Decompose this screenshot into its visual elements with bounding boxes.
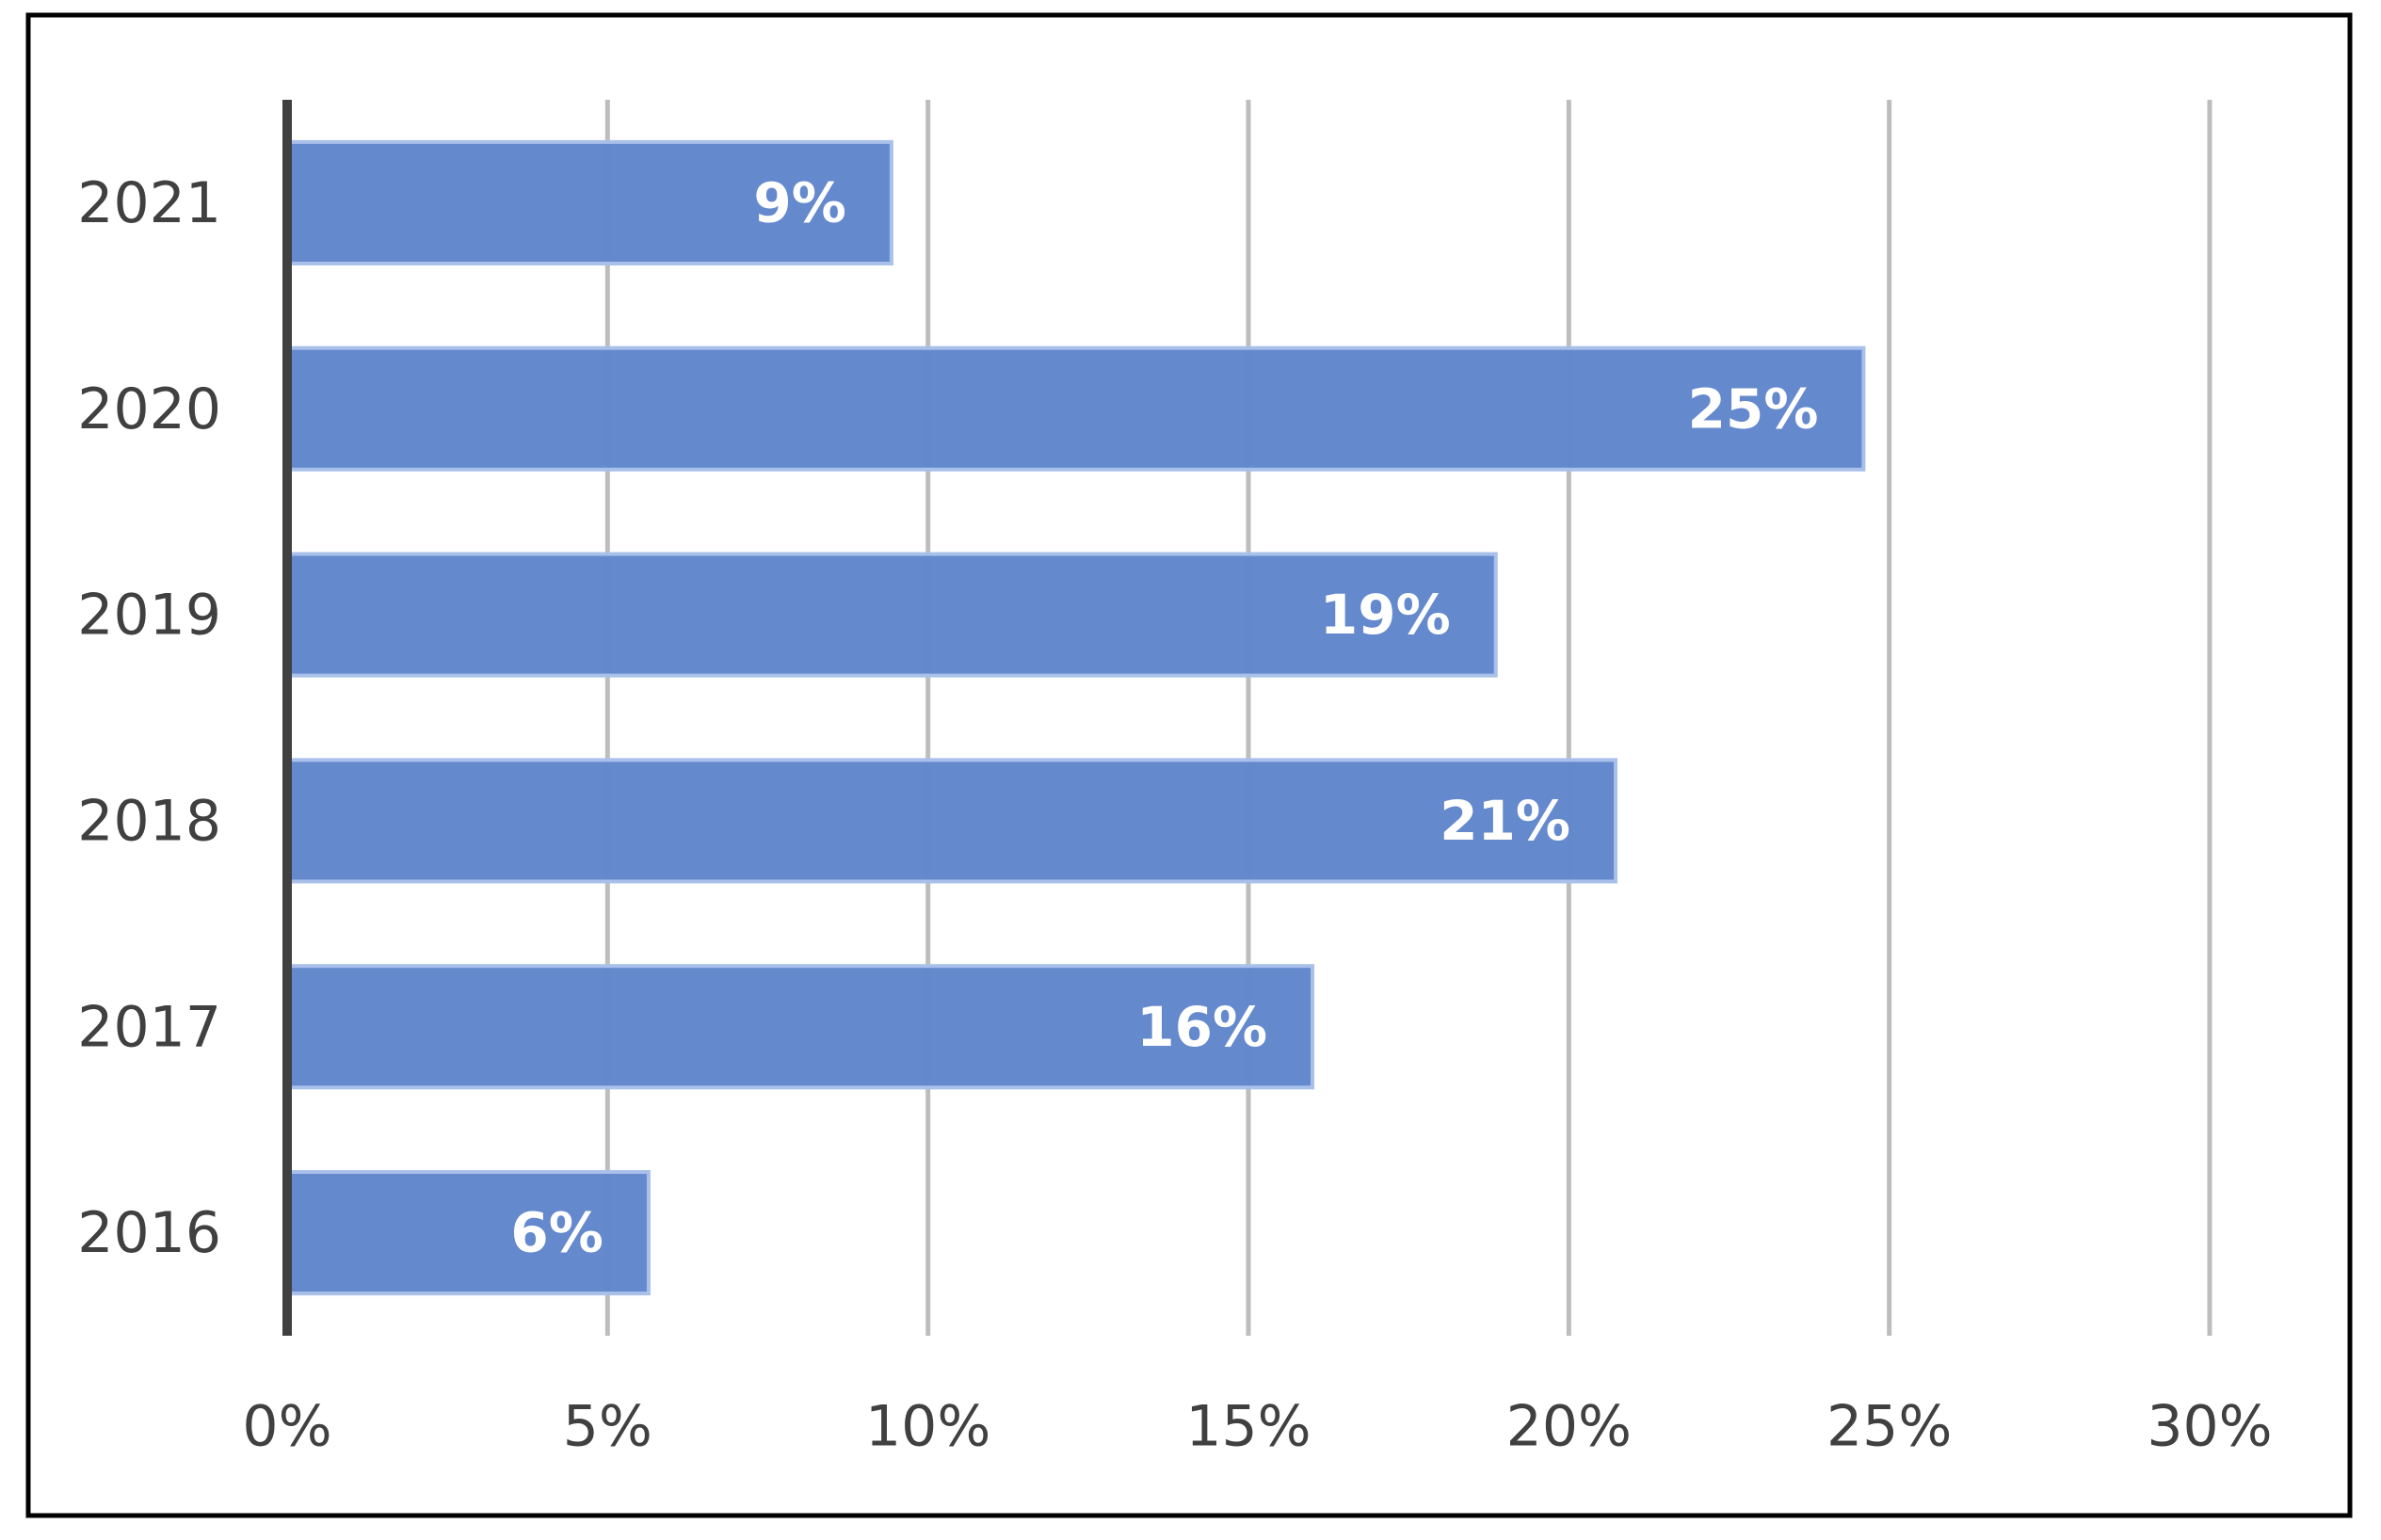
y-tick-label: 2016 — [77, 1200, 221, 1266]
bar — [285, 552, 1498, 678]
x-tick-label: 15% — [1185, 1394, 1311, 1460]
value-label: 21% — [1440, 789, 1570, 853]
y-tick-label: 2018 — [77, 789, 221, 855]
value-label: 6% — [510, 1201, 603, 1265]
y-tick-label: 2019 — [77, 583, 221, 649]
x-tick-label: 20% — [1506, 1394, 1632, 1460]
value-label: 19% — [1320, 583, 1451, 647]
x-tick-label: 0% — [242, 1394, 331, 1460]
value-label: 9% — [753, 171, 845, 235]
x-tick-label: 5% — [563, 1394, 652, 1460]
y-tick-label: 2021 — [77, 170, 221, 236]
bar — [285, 964, 1315, 1090]
x-tick-label: 30% — [2147, 1394, 2272, 1460]
x-tick-label: 10% — [865, 1394, 990, 1460]
x-tick-label: 25% — [1826, 1394, 1952, 1460]
bar — [285, 139, 893, 265]
value-label: 16% — [1136, 995, 1267, 1059]
y-tick-label: 2020 — [77, 377, 221, 442]
bar — [285, 345, 1866, 472]
y-tick-label: 2017 — [77, 994, 221, 1060]
value-label: 25% — [1688, 377, 1819, 441]
bar — [285, 758, 1618, 884]
